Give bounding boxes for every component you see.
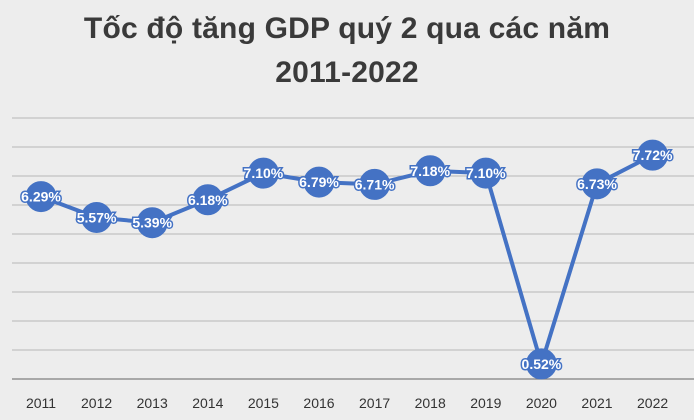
data-label: 7.72% (633, 147, 673, 163)
data-point (247, 157, 279, 189)
data-point (303, 166, 335, 198)
chart-title-line1: Tốc độ tăng GDP quý 2 qua các năm (83, 12, 611, 45)
data-point (414, 155, 446, 187)
data-point (470, 157, 502, 189)
x-tick-label: 2016 (303, 395, 334, 411)
chart-title-line2: 2011-2022 (275, 56, 419, 89)
data-label: 6.18% (188, 192, 228, 208)
x-tick-label: 2013 (137, 395, 168, 411)
data-label: 6.73% (577, 176, 617, 192)
data-point (525, 348, 557, 380)
data-point (192, 184, 224, 216)
data-label: 6.71% (355, 176, 395, 192)
data-label: 5.57% (77, 209, 117, 225)
data-point (136, 207, 168, 239)
x-tick-label: 2021 (581, 395, 612, 411)
data-point (25, 181, 57, 213)
data-label: 7.10% (466, 165, 506, 181)
data-point (359, 168, 391, 200)
data-label: 5.39% (132, 215, 172, 231)
x-tick-label: 2019 (470, 395, 501, 411)
data-point (581, 168, 613, 200)
x-tick-label: 2015 (248, 395, 279, 411)
x-tick-label: 2011 (26, 395, 56, 411)
series-line (40, 153, 654, 366)
data-label: 0.52% (522, 356, 562, 372)
x-tick-label: 2017 (359, 395, 390, 411)
data-label: 6.29% (21, 189, 61, 205)
x-tick-label: 2014 (192, 395, 223, 411)
data-point (81, 201, 113, 233)
x-tick-label: 2018 (415, 395, 446, 411)
x-tick-label: 2012 (81, 395, 112, 411)
data-label: 6.79% (299, 174, 339, 190)
data-label: 7.10% (244, 165, 284, 181)
x-tick-label: 2022 (637, 395, 668, 411)
x-tick-label: 2020 (526, 395, 557, 411)
data-label: 7.18% (410, 163, 450, 179)
data-point (637, 139, 669, 171)
